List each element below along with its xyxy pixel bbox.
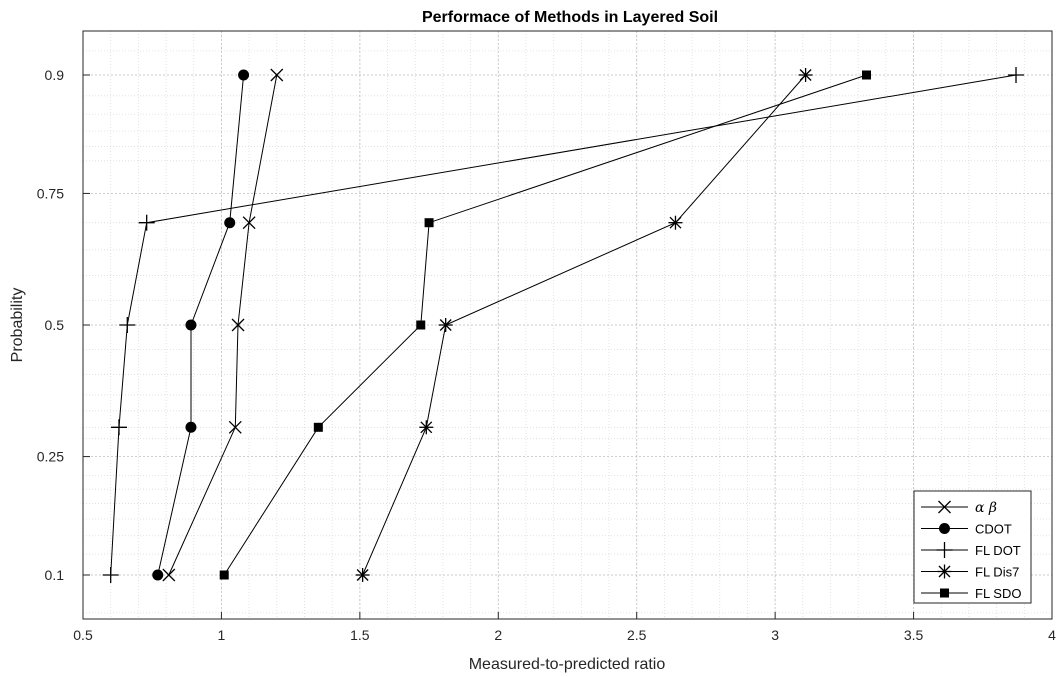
series-2 [102,67,1025,583]
series-4 [219,70,872,580]
x-axis-title: Measured-to-predicted ratio [469,656,666,673]
x-marker-stroke [242,216,256,230]
legend-label: FL SDO [975,586,1021,601]
data-point [238,69,250,81]
data-point [185,421,197,433]
y-tick-label: 0.5 [45,317,65,333]
x-tick-label: 1.5 [350,627,370,643]
asterisk-marker-stroke [938,565,951,578]
x-tick-label: 0.5 [73,627,93,643]
legend-label: FL Dis7 [975,565,1019,580]
legend-entry: FL DOT [921,542,1021,558]
asterisk-marker-stroke [439,319,452,331]
x-marker-stroke [162,568,176,582]
legend-entry: FL Dis7 [921,564,1019,580]
legend-marker [939,523,950,534]
legend-marker [937,564,952,579]
asterisk-marker-stroke [420,421,433,434]
data-point [228,420,242,434]
legend-label: α β [975,500,997,516]
y-tick-label: 0.1 [45,567,65,583]
legend-label: CDOT [975,522,1012,537]
data-point [424,218,434,228]
data-point [416,320,426,330]
asterisk-marker-stroke [669,216,682,229]
asterisk-marker-stroke [356,569,369,581]
data-point [162,568,176,582]
asterisk-marker-stroke [799,69,812,81]
data-point [231,318,245,332]
data-point [862,70,872,80]
legend: α β CDOT FL DOT FL Dis7 FL SDO [913,490,1032,604]
data-point [224,217,236,229]
x-tick-label: 1 [218,627,226,643]
y-tick-label: 0.75 [37,185,64,201]
data-point [438,318,453,332]
data-point [152,569,164,581]
series-1 [152,69,250,581]
series-0 [162,68,284,582]
tick-marks [82,74,1053,619]
plot-area [82,30,1053,620]
x-tick-label: 3 [771,627,779,643]
data-point [313,422,323,432]
data-point [110,419,127,436]
data-point [668,215,683,230]
data-point [185,319,197,331]
chart-title: Performace of Methods in Layered Soil [422,9,718,26]
x-marker-stroke [938,500,951,514]
x-tick-label: 2 [494,627,502,643]
x-tick-label: 2.5 [627,627,647,643]
data-point [355,568,370,582]
legend-box [913,490,1032,604]
y-axis-title: Probability [9,288,26,363]
series-3 [355,68,813,582]
data-point [419,420,434,435]
x-marker-stroke [231,318,245,332]
x-tick-label: 4 [1048,627,1056,643]
data-point [102,567,119,583]
series-layer [102,67,1025,583]
legend-entry: α β [921,500,997,516]
data-point [1008,67,1025,83]
legend-label: FL DOT [975,543,1021,558]
y-tick-label: 0.9 [45,67,65,83]
x-marker-stroke [228,420,242,434]
legend-marker [938,500,951,514]
data-point [270,68,284,82]
data-point [119,317,136,333]
data-point [242,216,256,230]
data-point [219,570,229,580]
x-marker-stroke [270,68,284,82]
legend-marker [940,588,949,598]
y-tick-label: 0.25 [37,449,64,465]
legend-entries: α β CDOT FL DOT FL Dis7 FL SDO [921,500,1021,601]
x-tick-label: 3.5 [904,627,924,643]
y-tick-labels: 0.1 0.25 0.5 0.75 0.9 [37,67,64,583]
legend-marker [936,542,953,558]
data-point [138,214,155,231]
legend-entry: CDOT [921,522,1012,537]
legend-entry: FL SDO [921,586,1021,601]
x-tick-labels: 0.5 1 1.5 2 2.5 3 3.5 4 [73,627,1056,643]
data-point [798,68,813,82]
